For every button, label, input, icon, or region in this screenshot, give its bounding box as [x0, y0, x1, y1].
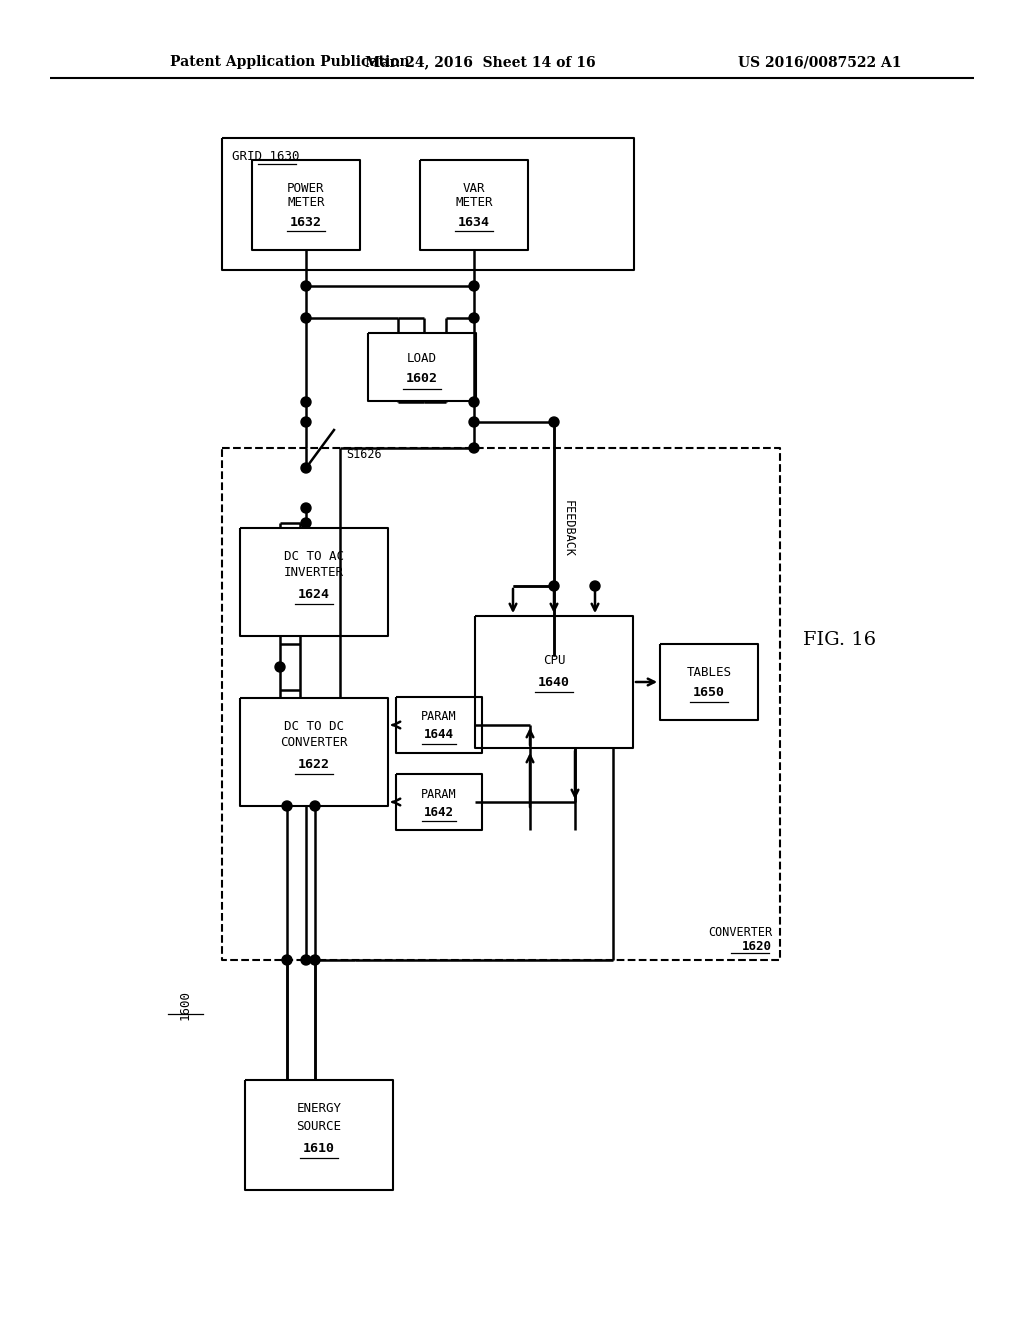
Circle shape	[469, 417, 479, 426]
Text: 1642: 1642	[424, 805, 454, 818]
Text: PARAM: PARAM	[421, 788, 457, 800]
Text: 1602: 1602	[406, 372, 438, 385]
Text: FEEDBACK: FEEDBACK	[561, 500, 574, 557]
Circle shape	[301, 463, 311, 473]
Text: CONVERTER: CONVERTER	[281, 735, 348, 748]
Text: CONVERTER: CONVERTER	[708, 925, 772, 939]
Text: 1644: 1644	[424, 729, 454, 742]
Circle shape	[469, 397, 479, 407]
Circle shape	[301, 517, 311, 528]
Text: Patent Application Publication: Patent Application Publication	[170, 55, 410, 69]
Text: VAR: VAR	[463, 181, 485, 194]
Text: POWER: POWER	[288, 181, 325, 194]
Text: S1626: S1626	[346, 447, 382, 461]
Text: DC TO AC: DC TO AC	[284, 549, 344, 562]
Text: 1632: 1632	[290, 215, 322, 228]
Text: TABLES: TABLES	[686, 665, 731, 678]
Text: LOAD: LOAD	[407, 352, 437, 366]
Text: CPU: CPU	[543, 653, 565, 667]
Text: GRID 1630: GRID 1630	[232, 149, 299, 162]
Text: 1600: 1600	[178, 990, 191, 1020]
Circle shape	[301, 417, 311, 426]
Circle shape	[301, 281, 311, 290]
Circle shape	[301, 313, 311, 323]
Text: 1650: 1650	[693, 685, 725, 698]
Text: 1634: 1634	[458, 215, 490, 228]
Text: METER: METER	[288, 197, 325, 210]
Text: 1640: 1640	[538, 676, 570, 689]
Text: Mar. 24, 2016  Sheet 14 of 16: Mar. 24, 2016 Sheet 14 of 16	[365, 55, 595, 69]
Circle shape	[469, 281, 479, 290]
Text: US 2016/0087522 A1: US 2016/0087522 A1	[738, 55, 902, 69]
Text: ENERGY: ENERGY	[297, 1101, 341, 1114]
Text: METER: METER	[456, 197, 493, 210]
Circle shape	[590, 581, 600, 591]
Circle shape	[549, 581, 559, 591]
Circle shape	[301, 503, 311, 513]
Text: INVERTER: INVERTER	[284, 565, 344, 578]
Text: SOURCE: SOURCE	[297, 1119, 341, 1133]
Text: FIG. 16: FIG. 16	[804, 631, 877, 649]
Text: PARAM: PARAM	[421, 710, 457, 723]
Circle shape	[469, 313, 479, 323]
Circle shape	[282, 954, 292, 965]
Circle shape	[549, 417, 559, 426]
Circle shape	[282, 801, 292, 810]
Circle shape	[469, 444, 479, 453]
Text: 1610: 1610	[303, 1142, 335, 1155]
Circle shape	[275, 663, 285, 672]
Text: 1624: 1624	[298, 587, 330, 601]
Circle shape	[301, 397, 311, 407]
Text: DC TO DC: DC TO DC	[284, 719, 344, 733]
Text: 1622: 1622	[298, 758, 330, 771]
Circle shape	[310, 954, 319, 965]
Circle shape	[301, 954, 311, 965]
Text: 1620: 1620	[742, 940, 772, 953]
Circle shape	[310, 801, 319, 810]
